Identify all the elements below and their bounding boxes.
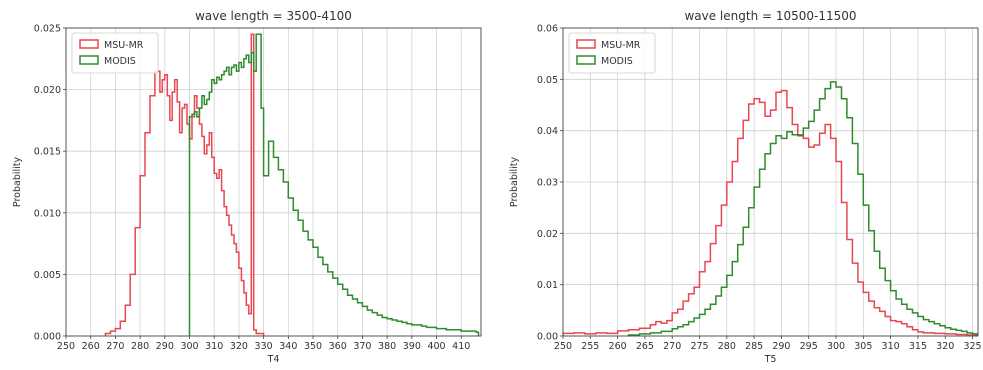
x-tick-label: 390 bbox=[403, 341, 421, 352]
x-tick-label: 330 bbox=[255, 341, 273, 352]
x-tick-label: 400 bbox=[427, 341, 445, 352]
y-tick-label: 0.01 bbox=[537, 280, 558, 291]
series-msu-mr-line bbox=[563, 89, 978, 336]
legend-label: MSU-MR bbox=[104, 40, 144, 51]
y-tick-label: 0.04 bbox=[537, 126, 558, 137]
x-tick-label: 300 bbox=[180, 341, 198, 352]
y-tick-label: 0.020 bbox=[34, 85, 61, 96]
x-tick-label: 340 bbox=[279, 341, 297, 352]
legend: MSU-MR MODIS bbox=[71, 32, 159, 74]
y-tick-label: 0.00 bbox=[537, 332, 558, 343]
x-tick-label: 310 bbox=[882, 341, 900, 352]
x-tick-label: 280 bbox=[131, 341, 149, 352]
x-axis-label: T4 bbox=[267, 354, 280, 365]
chart-panel-2: 250 255 260 265 270 275 280 285 290 295 300 305 310 3… bbox=[509, 9, 982, 365]
legend-label: MODIS bbox=[601, 56, 633, 67]
y-tick-label: 0.02 bbox=[537, 229, 558, 240]
legend-label: MODIS bbox=[104, 56, 136, 67]
grid bbox=[65, 27, 481, 337]
x-tick-label: 250 bbox=[57, 341, 75, 352]
x-tick-label: 270 bbox=[663, 341, 681, 352]
y-tick-label: 0.005 bbox=[34, 270, 61, 281]
legend-box bbox=[71, 32, 159, 74]
x-tick-label: 260 bbox=[609, 341, 627, 352]
series-modis-line bbox=[188, 33, 480, 336]
x-tick-label: 290 bbox=[772, 341, 790, 352]
plot-frame bbox=[65, 27, 482, 337]
legend-swatch bbox=[576, 55, 596, 65]
x-tick-label: 290 bbox=[156, 341, 174, 352]
y-tick-label: 0.000 bbox=[34, 332, 61, 343]
x-tick-label: 275 bbox=[690, 341, 708, 352]
y-axis-label: Probability bbox=[12, 157, 23, 208]
y-axis-label: Probability bbox=[509, 157, 520, 208]
y-tick-label: 0.010 bbox=[34, 208, 61, 219]
y-tick-label: 0.06 bbox=[537, 24, 558, 35]
chart-panel-1: 250 260 270 280 290 300 310 320 330 340 350 360 370 3… bbox=[12, 9, 482, 365]
x-tick-label: 315 bbox=[909, 341, 927, 352]
x-tick-label: 320 bbox=[936, 341, 954, 352]
x-tick-label: 325 bbox=[963, 341, 981, 352]
x-tick-label: 310 bbox=[205, 341, 223, 352]
series-msu-mr-line bbox=[104, 33, 265, 336]
series-modis-line bbox=[627, 81, 978, 336]
x-tick-label: 255 bbox=[581, 341, 599, 352]
y-tick-label: 0.015 bbox=[34, 147, 61, 158]
x-tick-label: 300 bbox=[827, 341, 845, 352]
legend-swatch bbox=[79, 39, 99, 49]
x-tick-label: 250 bbox=[554, 341, 572, 352]
x-tick-label: 410 bbox=[452, 341, 470, 352]
grid bbox=[562, 27, 978, 337]
x-tick-label: 265 bbox=[636, 341, 654, 352]
x-tick-label: 285 bbox=[745, 341, 763, 352]
x-tick-label: 270 bbox=[106, 341, 124, 352]
legend-swatch bbox=[576, 39, 596, 49]
chart-title: wave length = 3500-4100 bbox=[195, 9, 352, 23]
x-tick-label: 260 bbox=[82, 341, 100, 352]
x-tick-label: 350 bbox=[304, 341, 322, 352]
chart-title: wave length = 10500-11500 bbox=[684, 9, 856, 23]
x-tick-label: 370 bbox=[353, 341, 371, 352]
legend: MSU-MR MODIS bbox=[568, 32, 656, 74]
legend-label: MSU-MR bbox=[601, 40, 641, 51]
y-tick-label: 0.05 bbox=[537, 75, 558, 86]
x-tick-label: 295 bbox=[800, 341, 818, 352]
x-tick-label: 280 bbox=[718, 341, 736, 352]
legend-swatch bbox=[79, 55, 99, 65]
x-tick-label: 320 bbox=[230, 341, 248, 352]
x-tick-label: 360 bbox=[329, 341, 347, 352]
x-tick-label: 380 bbox=[378, 341, 396, 352]
x-axis-label: T5 bbox=[764, 354, 777, 365]
legend-box bbox=[568, 32, 656, 74]
y-tick-label: 0.03 bbox=[537, 178, 558, 189]
y-tick-label: 0.025 bbox=[34, 24, 61, 35]
x-tick-label: 305 bbox=[854, 341, 872, 352]
